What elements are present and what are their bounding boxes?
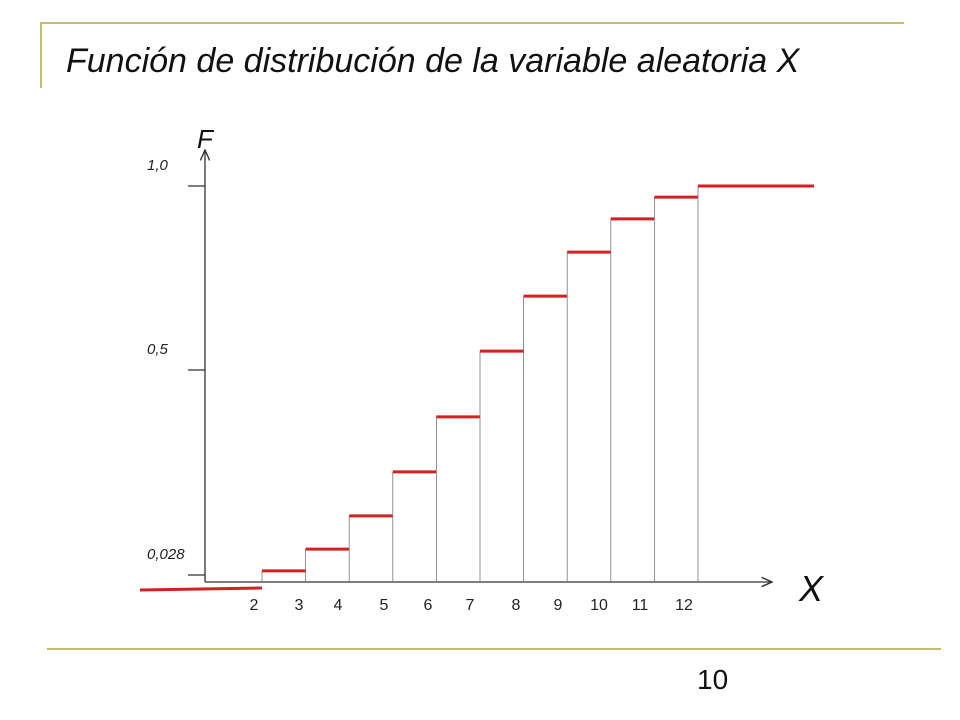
x-tick-label: 10: [590, 597, 608, 614]
x-tick-label: 12: [675, 597, 693, 614]
x-tick-label: 6: [424, 597, 433, 614]
step-segment: [139, 586, 263, 592]
bottom-decor-line: [47, 648, 941, 650]
y-axis-label: F: [197, 124, 215, 154]
y-tick-label: 0,028: [147, 546, 185, 563]
slide-number: 10: [697, 664, 729, 695]
x-tick-label: 2: [250, 597, 259, 614]
x-tick-label: 11: [632, 597, 649, 614]
y-tick-label: 0,5: [147, 341, 169, 358]
y-tick-label: 1,0: [147, 157, 169, 174]
x-tick-label: 5: [380, 597, 389, 614]
x-tick-label: 3: [295, 597, 304, 614]
slide-title: Función de distribución de la variable a…: [66, 42, 800, 80]
x-tick-label: 9: [554, 597, 563, 614]
x-tick-label: 4: [334, 597, 343, 614]
x-axis-label: X: [798, 568, 825, 609]
left-decor-line: [40, 22, 42, 88]
x-tick-label: 7: [466, 597, 475, 614]
x-tick-label: 8: [512, 597, 521, 614]
top-decor-line: [40, 22, 904, 24]
